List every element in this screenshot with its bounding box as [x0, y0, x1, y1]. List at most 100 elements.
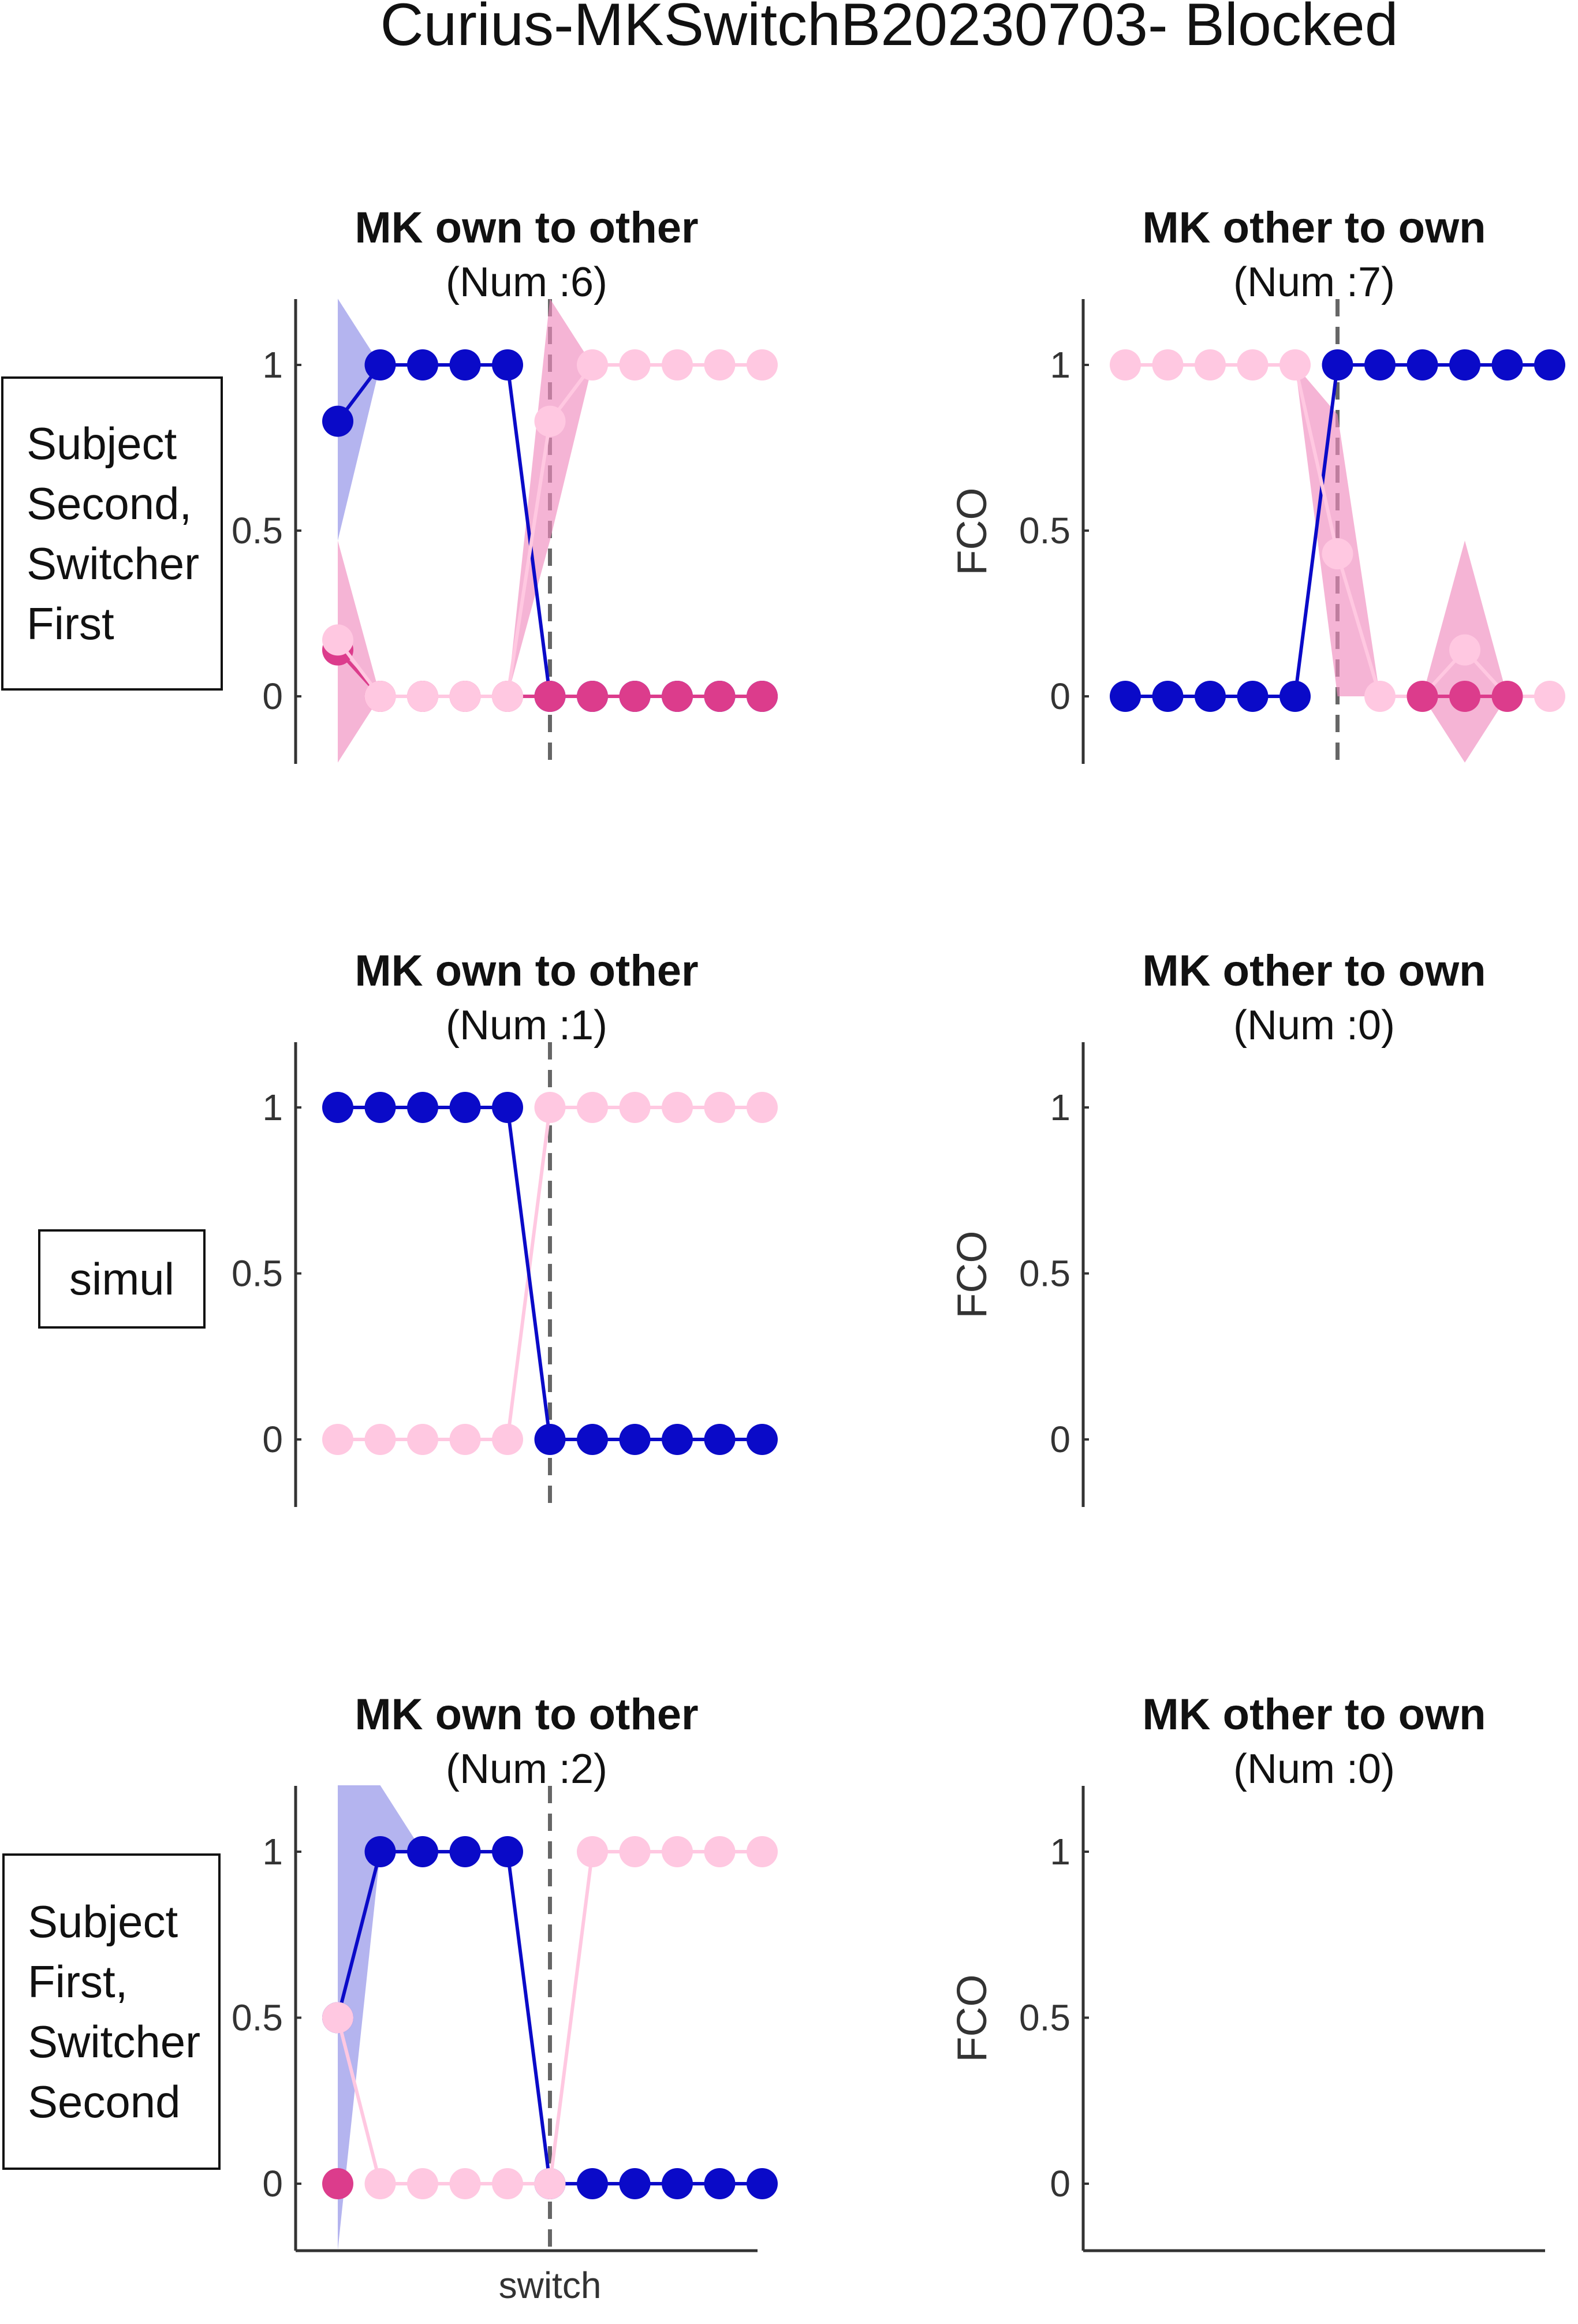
data-point: [322, 1424, 353, 1455]
data-point: [534, 405, 566, 437]
y-tick-label: 0: [262, 676, 283, 717]
y-axis-label: FCO: [949, 1975, 995, 2062]
panel-title: MK other to own: [1142, 946, 1486, 995]
row-label-line: Second: [28, 2076, 181, 2127]
data-point: [1449, 349, 1480, 381]
data-point: [407, 1424, 438, 1455]
row-label-box: [38, 1229, 206, 1329]
data-point: [1195, 681, 1226, 712]
data-point: [407, 1092, 438, 1123]
data-point: [364, 2168, 396, 2199]
data-point: [364, 1836, 396, 1867]
data-point: [1534, 349, 1565, 381]
data-point: [1449, 681, 1480, 712]
data-point: [449, 1424, 481, 1455]
y-tick-label: 0: [262, 2163, 283, 2204]
data-point: [492, 2168, 523, 2199]
data-point: [619, 1424, 651, 1455]
data-point: [747, 349, 778, 381]
row-label-line: Subject: [28, 1896, 178, 1947]
y-tick-label: 1: [262, 1087, 283, 1128]
data-point: [1322, 538, 1353, 570]
figure-title: Curius-MKSwitchB20230703- Blocked: [380, 0, 1398, 58]
data-point: [534, 1424, 566, 1455]
data-point: [364, 681, 396, 712]
row-label-2: simul: [38, 1229, 206, 1329]
data-point: [407, 681, 438, 712]
y-tick-label: 0.5: [232, 510, 283, 551]
data-point: [1364, 681, 1396, 712]
data-point: [577, 1424, 608, 1455]
row-label-line: Switcher: [27, 538, 199, 589]
y-tick-label: 0.5: [1019, 1997, 1070, 2039]
data-point: [492, 1424, 523, 1455]
y-tick-label: 1: [1050, 1087, 1070, 1128]
y-tick-label: 0.5: [1019, 1253, 1070, 1295]
data-point: [747, 2168, 778, 2199]
data-point: [577, 1836, 608, 1867]
y-tick-label: 0.5: [232, 1997, 283, 2039]
row-label-line: First,: [28, 1956, 128, 2007]
data-point: [492, 681, 523, 712]
data-point: [619, 681, 651, 712]
chart-panel-1: MK own to other (Num :6) 0 0.5 1: [232, 203, 778, 764]
data-point: [619, 349, 651, 381]
data-point: [1195, 349, 1226, 381]
panel-title: MK other to own: [1142, 1690, 1486, 1739]
panel-subtitle: (Num :2): [446, 1746, 607, 1792]
confidence-band: [338, 299, 762, 763]
panel-subtitle: (Num :6): [446, 259, 607, 305]
row-label-line: simul: [69, 1254, 174, 1304]
data-point: [747, 1092, 778, 1123]
panel-title: MK own to other: [355, 1690, 698, 1739]
panel-subtitle: (Num :1): [446, 1002, 607, 1049]
data-point: [704, 1836, 736, 1867]
y-tick-label: 0.5: [1019, 510, 1070, 551]
y-tick-label: 1: [262, 1831, 283, 1872]
chart-panel-5: MK own to other (Num :2) 0 0.5 1 switch: [232, 1690, 778, 2306]
data-point: [492, 349, 523, 381]
data-point: [534, 2168, 566, 2199]
data-point: [407, 2168, 438, 2199]
y-tick-label: 1: [262, 344, 283, 386]
data-point: [449, 349, 481, 381]
data-point: [704, 681, 736, 712]
y-tick-label: 0: [1050, 1419, 1070, 1460]
chart-panel-2: MK other to own (Num :7) 0 0.5 1 FCO: [949, 203, 1565, 764]
row-label-line: Subject: [27, 418, 177, 469]
panel-title: MK own to other: [355, 946, 698, 995]
data-point: [1449, 634, 1480, 666]
data-point: [704, 1092, 736, 1123]
data-point: [1152, 681, 1184, 712]
panel-subtitle: (Num :0): [1233, 1002, 1395, 1049]
y-tick-label: 1: [1050, 344, 1070, 386]
y-tick-label: 0.5: [232, 1253, 283, 1295]
data-point: [449, 1836, 481, 1867]
data-point: [1364, 349, 1396, 381]
data-point: [1110, 681, 1141, 712]
data-point: [322, 624, 353, 656]
data-point: [704, 1424, 736, 1455]
data-point: [1491, 349, 1523, 381]
data-point: [662, 1836, 693, 1867]
y-tick-label: 0: [262, 1419, 283, 1460]
data-point: [747, 1424, 778, 1455]
data-point: [492, 1092, 523, 1123]
y-tick-label: 0: [1050, 676, 1070, 717]
data-point: [1237, 349, 1269, 381]
row-label-line: First: [27, 598, 114, 649]
data-point: [322, 2168, 353, 2199]
row-label-line: Switcher: [28, 2016, 200, 2067]
data-point: [662, 2168, 693, 2199]
data-point: [747, 681, 778, 712]
data-point: [322, 405, 353, 437]
data-point: [577, 1092, 608, 1123]
row-label-line: Second,: [27, 478, 192, 529]
data-point: [364, 1424, 396, 1455]
row-label-3: Subject First, Switcher Second: [2, 1853, 221, 2170]
data-point: [662, 1092, 693, 1123]
row-label-1: Subject Second, Switcher First: [1, 376, 223, 691]
y-tick-label: 0: [1050, 2163, 1070, 2204]
data-point: [1237, 681, 1269, 712]
